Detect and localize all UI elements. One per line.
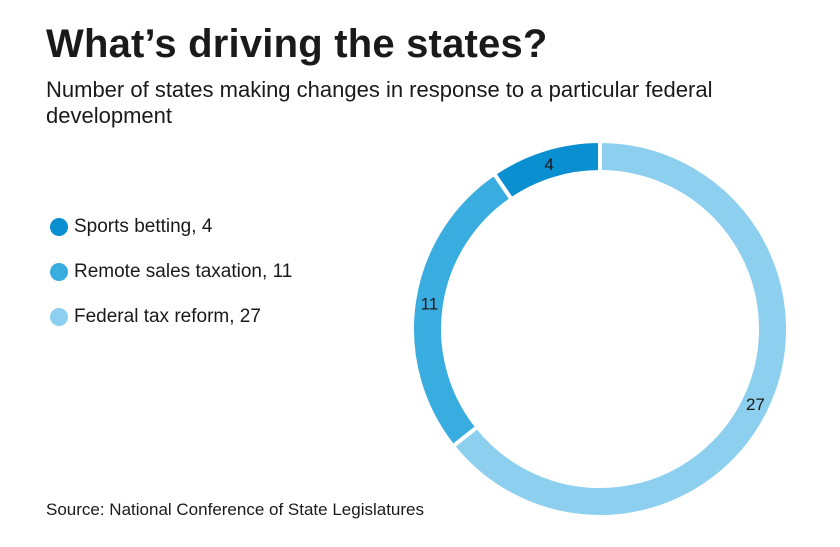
data-label-sports-betting: 4 — [544, 155, 553, 174]
legend-value: 11 — [272, 261, 293, 282]
legend-swatch-remote-sales-taxation — [50, 263, 68, 281]
legend-swatch-federal-tax-reform — [50, 308, 68, 326]
legend: Sports betting, 4 Remote sales taxation,… — [50, 213, 292, 348]
legend-item-sports-betting: Sports betting, 4 — [50, 213, 292, 241]
legend-item-remote-sales-taxation: Remote sales taxation, 11 — [50, 258, 292, 286]
legend-swatch-sports-betting — [50, 218, 68, 236]
chart-subtitle: Number of states making changes in respo… — [46, 77, 713, 128]
legend-label: Remote sales taxation — [74, 261, 262, 282]
donut-slice-federal-tax-reform — [450, 138, 790, 519]
donut-slice-sports-betting — [491, 138, 602, 203]
legend-label: Federal tax reform — [74, 306, 230, 327]
legend-label: Sports betting — [74, 216, 192, 237]
data-label-remote-sales-taxation: 11 — [421, 294, 439, 313]
legend-value: 4 — [201, 216, 213, 237]
chart-title: What’s driving the states? — [46, 22, 548, 66]
data-label-federal-tax-reform: 27 — [746, 395, 765, 414]
legend-item-federal-tax-reform: Federal tax reform, 27 — [50, 303, 292, 331]
source-note: Source: National Conference of State Leg… — [46, 500, 425, 519]
legend-value: 27 — [239, 306, 261, 327]
